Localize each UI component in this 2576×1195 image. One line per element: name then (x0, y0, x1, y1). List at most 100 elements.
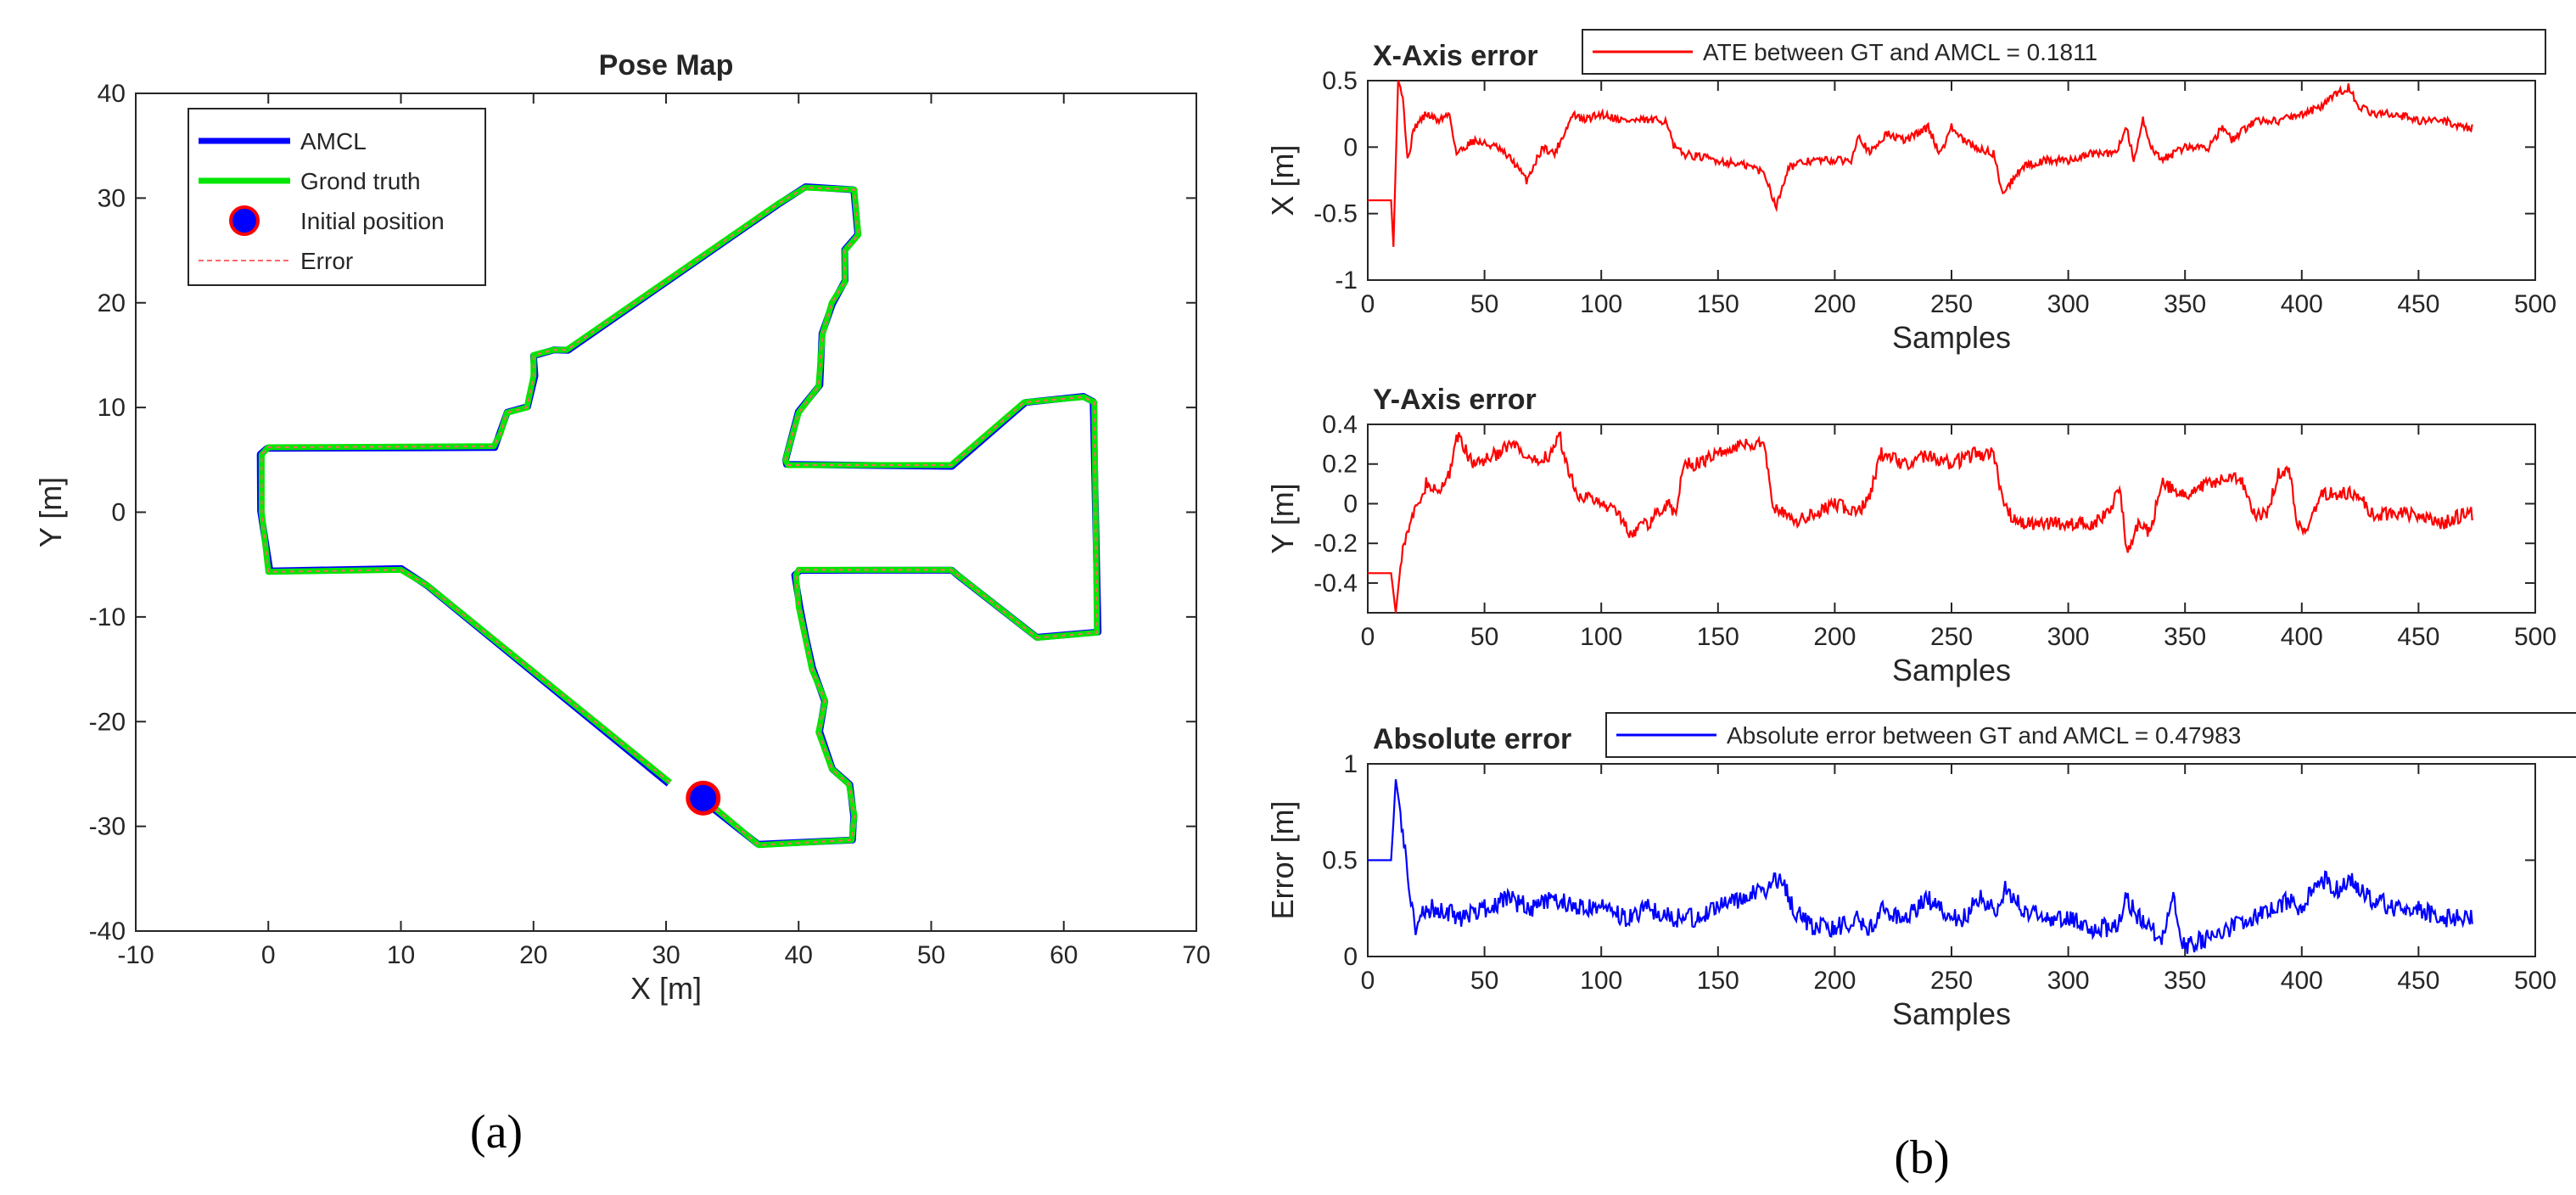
x-tick-label: 100 (1580, 290, 1622, 318)
y-tick-label: 0 (1343, 943, 1358, 971)
x-tick-label: 30 (652, 941, 680, 969)
legend-label: Initial position (300, 208, 445, 234)
y-tick-label: -20 (89, 708, 126, 736)
y-tick-label: 40 (98, 80, 126, 108)
x-tick-label: 400 (2281, 967, 2323, 995)
y-tick-label: 0.4 (1322, 411, 1358, 439)
x-tick-label: 0 (1361, 967, 1375, 995)
y-axis-error-title: Y-Axis error (1373, 384, 1537, 416)
legend-label: ATE between GT and AMCL = 0.1811 (1703, 39, 2097, 65)
y-tick-label: 0.5 (1322, 67, 1358, 95)
x-axis-error-axes: 0 50 100 150 200 250 300 350 400 450 500 -1 -0.5 0 0.5… (1265, 67, 2556, 355)
x-tick-label: 400 (2281, 290, 2323, 318)
x-tick-label: 50 (1470, 290, 1498, 318)
initial-position-marker (686, 780, 721, 816)
x-axis-error-series-line (1368, 80, 2473, 247)
x-tick-label: 0 (1361, 290, 1375, 318)
y-tick-label: -0.5 (1313, 200, 1358, 228)
y-tick-label: -10 (89, 603, 126, 631)
y-tick-label: 0 (1343, 490, 1358, 518)
y-axis-error-axes: 0 50 100 150 200 250 300 350 400 450 500 -0.4 -0.2 0 0… (1265, 411, 2556, 687)
legend-box (1605, 712, 2576, 758)
y-tick-label: 10 (98, 394, 126, 422)
x-tick-label: 300 (2047, 290, 2090, 318)
x-tick-label: 10 (387, 941, 415, 969)
y-tick-label: 20 (98, 289, 126, 317)
x-tick-label: 150 (1697, 623, 1739, 651)
x-tick-label: 450 (2397, 967, 2439, 995)
y-tick-label: 0.5 (1322, 847, 1358, 875)
pose-map-title: Pose Map (599, 49, 734, 81)
x-tick-label: 450 (2397, 290, 2439, 318)
x-tick-label: 250 (1930, 967, 1973, 995)
x-tick-label: 20 (519, 941, 547, 969)
x-tick-label: 500 (2514, 967, 2556, 995)
y-tick-label: 30 (98, 184, 126, 212)
x-tick-label: 350 (2164, 623, 2206, 651)
x-axis-error-ylabel: X [m] (1265, 144, 1300, 216)
x-axis-error-xlabel: Samples (1892, 320, 2011, 355)
absolute-error-axes: 0 50 100 150 200 250 300 350 400 450 500 0 0.5 1 Sampl… (1265, 750, 2556, 1031)
x-tick-label: 350 (2164, 290, 2206, 318)
x-tick-label: 250 (1930, 623, 1973, 651)
x-tick-label: 50 (1470, 623, 1498, 651)
x-tick-label: 250 (1930, 290, 1973, 318)
ground-truth-path (258, 184, 1100, 849)
x-tick-label: 300 (2047, 967, 2090, 995)
legend-label: Grond truth (300, 168, 421, 194)
y-axis-error-ylabel: Y [m] (1265, 483, 1300, 553)
y-tick-label: 0 (111, 499, 126, 527)
x-tick-label: 200 (1813, 623, 1856, 651)
y-axis-error-axis-box (1367, 424, 2536, 614)
x-tick-label: 100 (1580, 967, 1622, 995)
y-tick-label: 1 (1343, 750, 1358, 778)
panel-label-a: (a) (470, 1106, 523, 1159)
pose-map-axes: -10 0 10 20 30 40 50 60 70 -40 -30 -20 -10 0 10 20 30 40 X… (33, 80, 1211, 1006)
x-tick-label: -10 (117, 941, 154, 969)
legend-label: Absolute error between GT and AMCL = 0.4… (1727, 722, 2241, 749)
error-path (260, 186, 1098, 846)
legend-label: AMCL (300, 128, 367, 154)
x-tick-label: 500 (2514, 290, 2556, 318)
x-tick-label: 40 (785, 941, 813, 969)
x-tick-label: 200 (1813, 967, 1856, 995)
y-tick-label: 0.2 (1322, 451, 1358, 479)
y-axis-error-series-line (1368, 431, 2473, 614)
legend-swatch (229, 205, 260, 236)
absolute-error-ylabel: Error [m] (1265, 801, 1300, 920)
absolute-error-legend: Absolute error between GT and AMCL = 0.4… (1605, 712, 2576, 758)
y-tick-label: -1 (1335, 266, 1358, 295)
x-tick-label: 350 (2164, 967, 2206, 995)
pose-map-xlabel: X [m] (630, 971, 702, 1006)
y-tick-label: 0 (1343, 133, 1358, 161)
x-tick-label: 450 (2397, 623, 2439, 651)
x-tick-label: 150 (1697, 967, 1739, 995)
y-axis-error-xlabel: Samples (1892, 653, 2011, 687)
y-tick-label: -40 (89, 917, 126, 945)
legend-label: Error (300, 248, 353, 274)
legend-box (1582, 29, 2546, 75)
panel-label-b: (b) (1894, 1131, 1949, 1184)
absolute-error-series-line (1368, 779, 2473, 954)
pose-map-legend: AMCL Grond truth Initial position Error (188, 108, 486, 286)
y-tick-label: -0.2 (1313, 530, 1358, 558)
x-tick-label: 200 (1813, 290, 1856, 318)
x-tick-label: 500 (2514, 623, 2556, 651)
x-axis-error-legend: ATE between GT and AMCL = 0.1811 (1582, 29, 2546, 75)
x-tick-label: 400 (2281, 623, 2323, 651)
absolute-error-title: Absolute error (1373, 723, 1571, 755)
x-tick-label: 60 (1050, 941, 1078, 969)
pose-map-ylabel: Y [m] (33, 477, 68, 547)
absolute-error-xlabel: Samples (1892, 996, 2011, 1031)
x-tick-label: 100 (1580, 623, 1622, 651)
x-axis-error-title: X-Axis error (1373, 40, 1538, 72)
x-tick-label: 0 (261, 941, 276, 969)
x-tick-label: 150 (1697, 290, 1739, 318)
x-tick-label: 50 (917, 941, 945, 969)
x-tick-label: 50 (1470, 967, 1498, 995)
y-tick-label: -30 (89, 813, 126, 841)
x-tick-label: 300 (2047, 623, 2090, 651)
absolute-error-axis-box (1367, 763, 2536, 957)
y-tick-label: -0.4 (1313, 569, 1358, 598)
